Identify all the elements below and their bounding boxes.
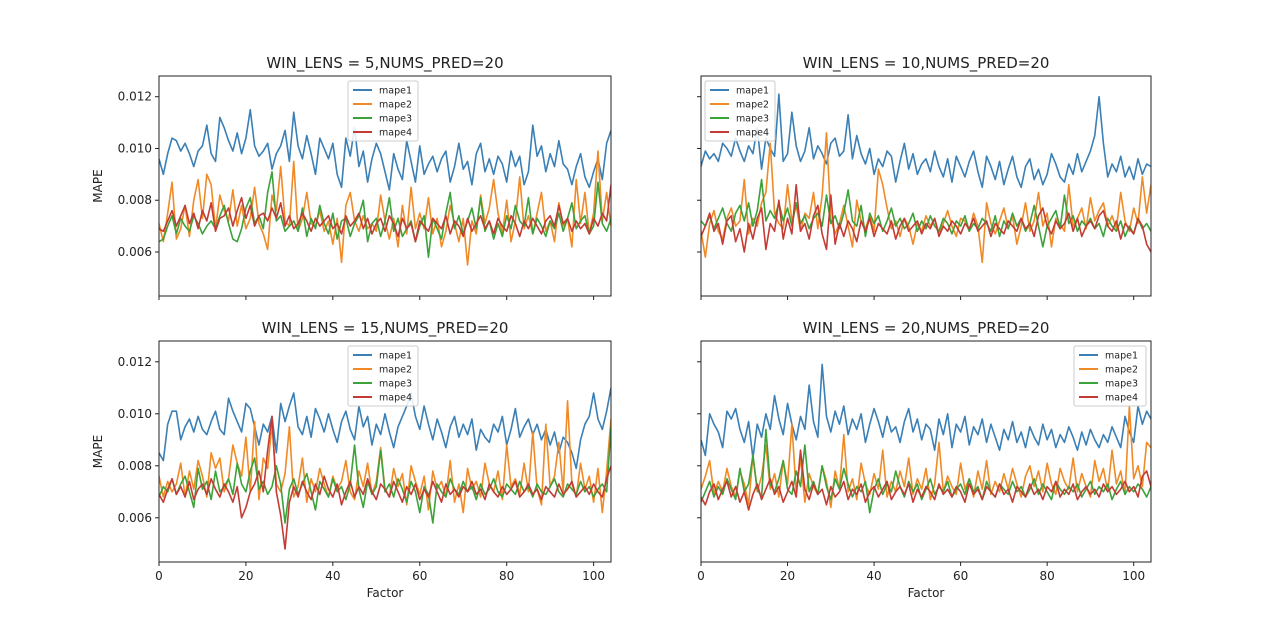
subplot-win-lens-10: WIN_LENS = 10,NUMS_PRED=20mape1mape2mape… <box>697 54 1152 300</box>
x-tick-label: 80 <box>499 569 514 583</box>
series-line-mape4 <box>701 183 1151 253</box>
x-tick-label: 0 <box>697 569 705 583</box>
legend-label-mape2: mape2 <box>379 365 412 376</box>
legend-label-mape1: mape1 <box>736 86 769 97</box>
series-line-mape4 <box>701 449 1151 511</box>
axes-frame <box>700 75 1152 297</box>
y-axis-label: MAPE <box>91 435 105 468</box>
legend: mape1 mape2 mape3 mape4 <box>347 80 419 142</box>
y-tick-label: 0.008 <box>118 193 152 207</box>
subplot-title: WIN_LENS = 15,NUMS_PRED=20 <box>262 319 509 338</box>
series-line-mape3 <box>701 178 1151 248</box>
legend-label-mape2: mape2 <box>1105 365 1138 376</box>
x-tick-label: 80 <box>1040 569 1055 583</box>
y-tick-label: 0.008 <box>118 459 152 473</box>
x-tick-label: 40 <box>866 569 881 583</box>
legend-label-mape1: mape1 <box>1105 351 1138 362</box>
plot-area <box>701 76 1151 296</box>
x-tick-label: 20 <box>238 569 253 583</box>
legend-label-mape4: mape4 <box>379 393 412 404</box>
series-line-mape3 <box>701 428 1151 514</box>
series-line-mape2 <box>701 405 1151 509</box>
axes-frame <box>158 75 612 297</box>
legend: mape1 mape2 mape3 mape4 <box>347 345 419 407</box>
x-tick-label: 100 <box>1122 569 1145 583</box>
legend-label-mape3: mape3 <box>379 114 412 125</box>
subplot-title: WIN_LENS = 20,NUMS_PRED=20 <box>803 319 1050 338</box>
subplot-win-lens-15: WIN_LENS = 15,NUMS_PRED=20 0 20 40 60 80 100 0.… <box>91 319 612 600</box>
series-line-mape1 <box>159 108 611 191</box>
legend-label-mape3: mape3 <box>1105 379 1138 390</box>
legend-label-mape4: mape4 <box>1105 393 1138 404</box>
axes-frame <box>700 340 1152 563</box>
x-tick-label: 40 <box>325 569 340 583</box>
y-axis-label: MAPE <box>91 169 105 202</box>
y-tick-label: 0.012 <box>118 355 152 369</box>
x-axis-label: Factor <box>367 586 404 600</box>
legend-label-mape4: mape4 <box>736 128 769 139</box>
series-line-mape3 <box>159 426 611 524</box>
legend-label-mape1: mape1 <box>379 86 412 97</box>
x-tick-label: 60 <box>412 569 427 583</box>
legend-label-mape1: mape1 <box>379 351 412 362</box>
legend-label-mape4: mape4 <box>379 128 412 139</box>
x-tick-label: 0 <box>155 569 163 583</box>
legend-label-mape3: mape3 <box>736 114 769 125</box>
x-tick-label: 20 <box>780 569 795 583</box>
legend: mape1 mape2 mape3 mape4 <box>1073 345 1147 407</box>
x-axis-label: Factor <box>908 586 945 600</box>
legend-label-mape2: mape2 <box>736 100 769 111</box>
legend-label-mape3: mape3 <box>379 379 412 390</box>
y-tick-label: 0.010 <box>118 141 152 155</box>
series-line-mape1 <box>159 387 611 470</box>
series-line-mape4 <box>159 415 611 550</box>
y-tick-label: 0.010 <box>118 407 152 421</box>
subplot-title: WIN_LENS = 10,NUMS_PRED=20 <box>803 54 1050 73</box>
y-tick-label: 0.012 <box>118 90 152 104</box>
series-line-mape1 <box>701 363 1151 459</box>
y-tick-label: 0.006 <box>118 245 152 259</box>
legend: mape1 mape2 mape3 mape4 <box>704 80 776 142</box>
x-tick-label: 100 <box>582 569 605 583</box>
x-tick-label: 60 <box>953 569 968 583</box>
subplot-win-lens-20: WIN_LENS = 20,NUMS_PRED=20 0 20 40 60 80 100 Fa… <box>697 319 1152 600</box>
series-line-mape1 <box>701 93 1151 189</box>
axes-frame <box>158 340 612 563</box>
subplot-win-lens-5: WIN_LENS = 5,NUMS_PRED=20 0.006 0.008 0.010… <box>91 54 612 300</box>
series-line-mape4 <box>159 184 611 243</box>
legend-label-mape2: mape2 <box>379 100 412 111</box>
y-tick-label: 0.006 <box>118 511 152 525</box>
subplot-title: WIN_LENS = 5,NUMS_PRED=20 <box>266 54 503 73</box>
